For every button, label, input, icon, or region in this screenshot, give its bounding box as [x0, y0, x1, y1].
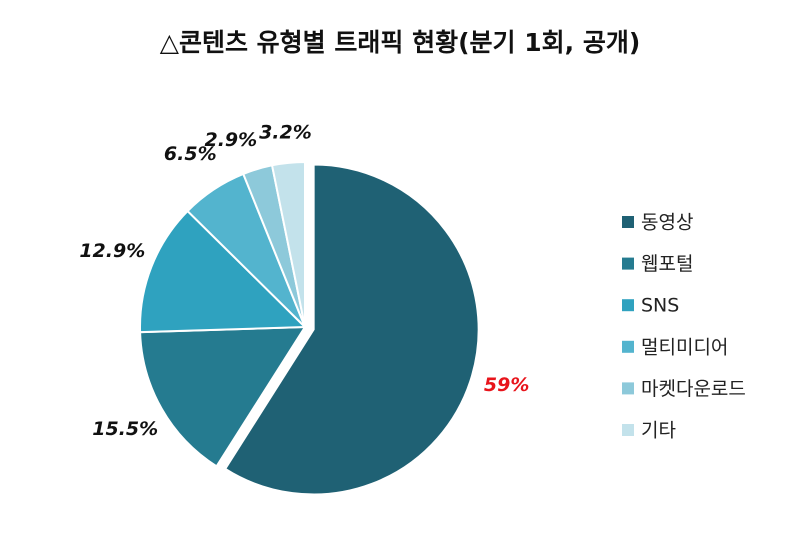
- pie-slice: [139, 209, 308, 334]
- pie-slice: [139, 325, 307, 468]
- legend-label: 웹포털: [641, 253, 693, 275]
- value-label: 6.5%: [164, 143, 217, 165]
- legend-label: 멀티미디어: [641, 336, 728, 358]
- legend-swatch: [622, 257, 634, 270]
- chart-title: △콘텐츠 유형별 트래픽 현황(분기 1회, 공개): [160, 28, 641, 57]
- legend-swatch: [622, 340, 634, 353]
- legend-swatch: [622, 382, 634, 395]
- pie-slice: [223, 163, 480, 496]
- legend-label: 동영상: [641, 212, 693, 234]
- legend-swatch: [622, 216, 634, 228]
- pie-slice: [270, 160, 306, 328]
- value-label: 59%: [484, 374, 529, 396]
- legend-label: SNS: [641, 295, 679, 317]
- legend-swatch: [622, 299, 634, 312]
- legend-label: 기타: [641, 420, 676, 442]
- legend-swatch: [622, 424, 634, 436]
- value-label: 12.9%: [79, 240, 145, 262]
- value-label: 3.2%: [259, 121, 312, 143]
- value-label: 15.5%: [92, 418, 158, 440]
- legend-label: 마켓다운로드: [641, 378, 746, 400]
- value-label: 2.9%: [204, 129, 257, 151]
